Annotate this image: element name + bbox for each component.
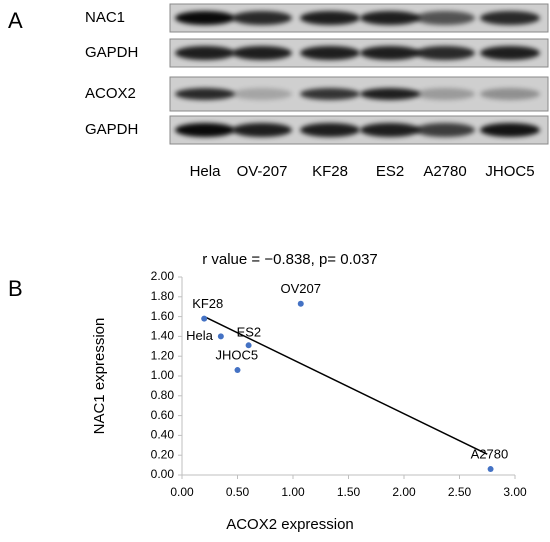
blot-band [480, 123, 540, 137]
y-tick-label: 2.00 [151, 269, 175, 283]
x-tick-label: 3.00 [503, 485, 527, 499]
blot-band [415, 11, 475, 25]
blot-band [360, 123, 420, 137]
blot-band [360, 11, 420, 25]
lane-label: Hela [190, 163, 222, 180]
point [234, 367, 241, 374]
blot-band [360, 46, 420, 60]
y-tick-label: 1.60 [151, 309, 175, 323]
y-tick-label: 0.00 [151, 467, 175, 481]
x-tick-label: 0.00 [170, 485, 194, 499]
blot-band [300, 88, 360, 100]
blot-band [175, 88, 235, 100]
x-tick-label: 1.00 [281, 485, 305, 499]
blot-band [232, 88, 292, 100]
blot-band [300, 46, 360, 60]
y-tick-label: 1.00 [151, 368, 175, 382]
blot-band [480, 88, 540, 100]
lane-label: A2780 [423, 163, 466, 180]
x-axis-label: ACOX2 expression [226, 516, 354, 533]
blot-band [232, 11, 292, 25]
x-tick-label: 0.50 [226, 485, 250, 499]
blot-band [175, 46, 235, 60]
point [487, 466, 494, 473]
blot-band [175, 11, 235, 25]
point [201, 315, 208, 322]
y-tick-label: 0.80 [151, 388, 175, 402]
blot-band [480, 46, 540, 60]
blot-row-label: GAPDH [85, 44, 138, 61]
blot-band [175, 123, 235, 137]
blot-band [480, 11, 540, 25]
blot-band [360, 88, 420, 100]
blot-band [300, 123, 360, 137]
lane-label: KF28 [312, 163, 348, 180]
point-label: KF28 [192, 296, 223, 311]
chart-title: r value = −0.838, p= 0.037 [202, 251, 378, 268]
panel-label: B [8, 276, 23, 301]
point [217, 333, 224, 340]
x-tick-label: 2.50 [448, 485, 472, 499]
blot-band [232, 46, 292, 60]
point-label: JHOC5 [216, 347, 259, 362]
x-tick-label: 1.50 [337, 485, 361, 499]
trendline [203, 315, 488, 455]
panel-label: A [8, 8, 23, 33]
point-label: A2780 [471, 446, 509, 461]
y-tick-label: 1.80 [151, 289, 175, 303]
blot-row-label: GAPDH [85, 121, 138, 138]
point-label: Hela [186, 328, 214, 343]
blot-band [300, 11, 360, 25]
blot-band [415, 88, 475, 100]
x-tick-label: 2.00 [392, 485, 416, 499]
y-tick-label: 0.20 [151, 447, 175, 461]
blot-band [415, 46, 475, 60]
y-axis-label: NAC1 expression [91, 318, 108, 435]
blot-row-label: ACOX2 [85, 85, 136, 102]
y-tick-label: 1.40 [151, 329, 175, 343]
y-tick-label: 0.40 [151, 428, 175, 442]
lane-label: OV-207 [237, 163, 288, 180]
blot-band [232, 123, 292, 137]
lane-label: ES2 [376, 163, 404, 180]
point-label: OV207 [281, 281, 321, 296]
lane-label: JHOC5 [485, 163, 534, 180]
y-tick-label: 1.20 [151, 348, 175, 362]
blot-band [415, 123, 475, 137]
blot-row-label: NAC1 [85, 9, 125, 26]
point [245, 342, 252, 349]
point-label: ES2 [237, 325, 262, 340]
point [297, 300, 304, 307]
y-tick-label: 0.60 [151, 408, 175, 422]
